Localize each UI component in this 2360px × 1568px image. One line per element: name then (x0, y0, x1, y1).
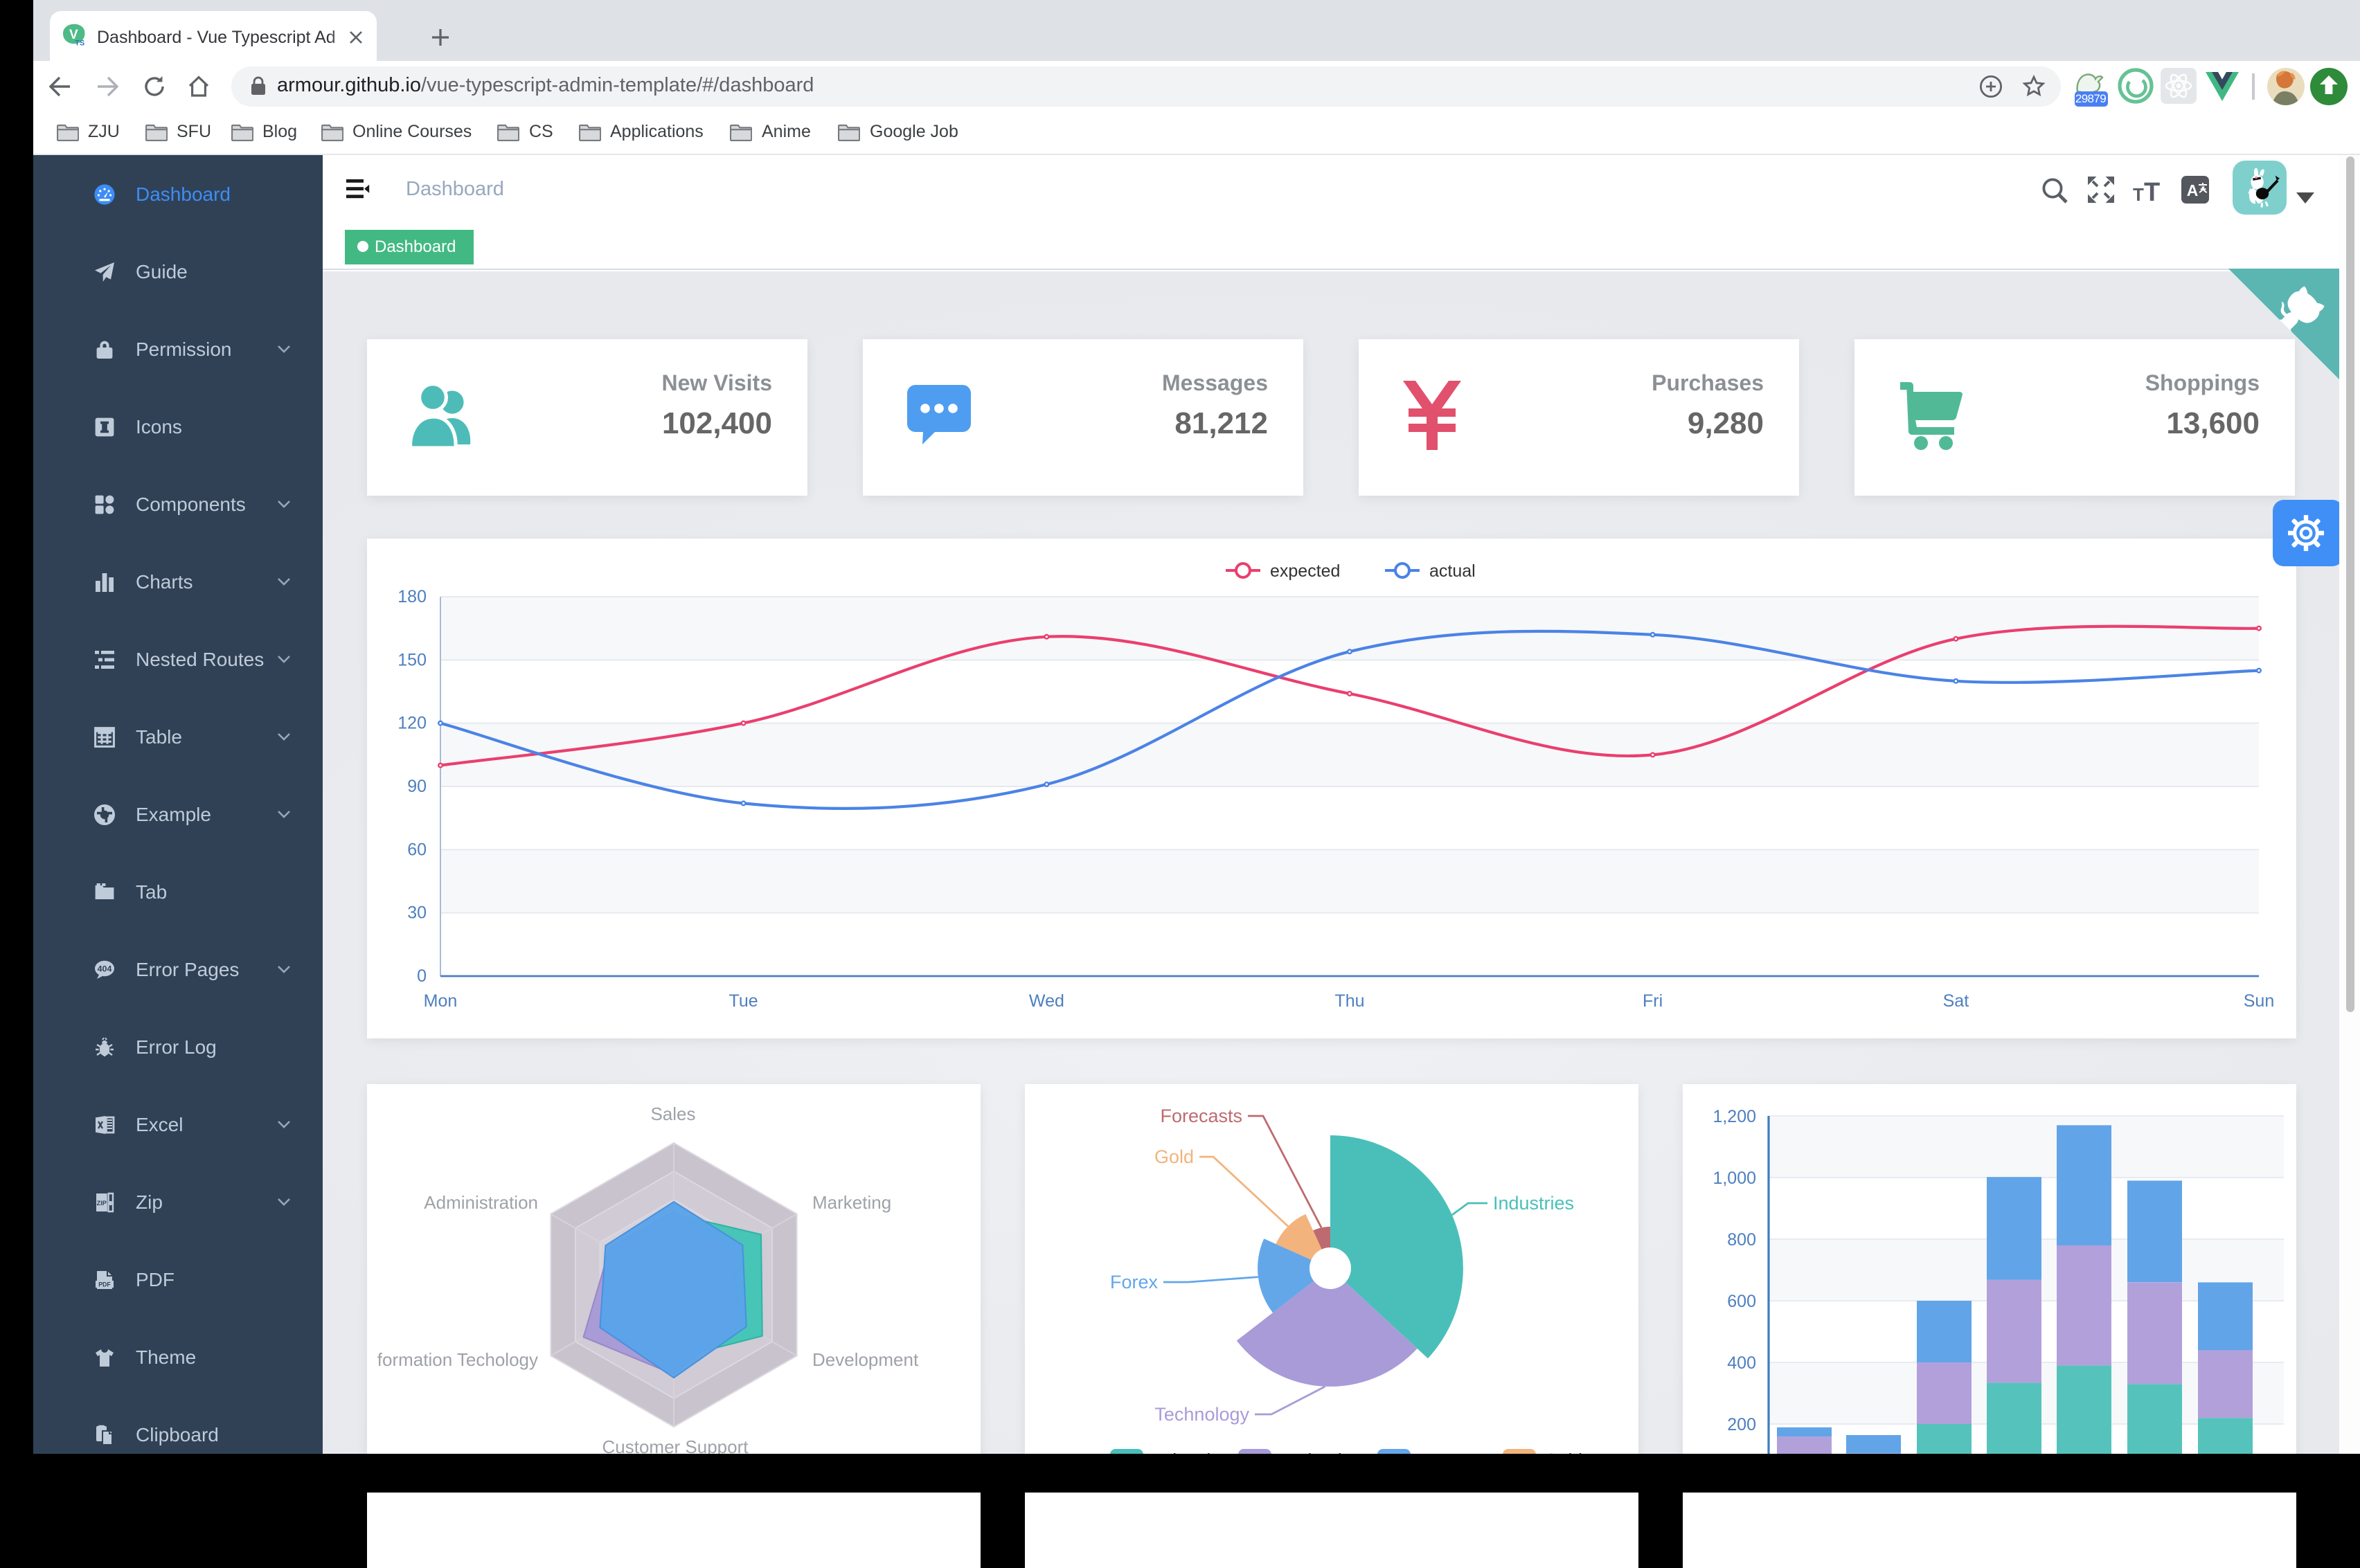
svg-text:Wed: Wed (1029, 991, 1064, 1010)
svg-text:1,000: 1,000 (1713, 1168, 1756, 1187)
svg-text:Forecasts: Forecasts (1160, 1105, 1242, 1126)
svg-text:Industries: Industries (1493, 1192, 1574, 1213)
svg-text:Forex: Forex (1110, 1271, 1159, 1292)
svg-text:Fri: Fri (1643, 991, 1663, 1010)
svg-text:Administration: Administration (424, 1191, 538, 1212)
svg-text:0: 0 (417, 966, 427, 985)
svg-text:400: 400 (1727, 1353, 1756, 1372)
svg-text:A: A (2187, 181, 2199, 199)
svg-text:404: 404 (98, 964, 112, 973)
svg-text:formation Techology: formation Techology (377, 1349, 538, 1369)
svg-text:V: V (69, 28, 78, 42)
svg-text:180: 180 (397, 586, 427, 606)
svg-text:Customer Support: Customer Support (602, 1436, 749, 1457)
svg-text:Technology: Technology (1154, 1403, 1249, 1424)
svg-text:ZIP: ZIP (97, 1199, 107, 1206)
svg-text:Development: Development (812, 1349, 919, 1369)
svg-text:expected: expected (1270, 561, 1340, 580)
svg-text:90: 90 (407, 776, 427, 795)
svg-text:TS: TS (75, 39, 84, 47)
svg-text:30: 30 (407, 903, 427, 922)
svg-text:200: 200 (1727, 1414, 1756, 1434)
svg-text:60: 60 (407, 839, 427, 858)
svg-text:Thu: Thu (1334, 991, 1364, 1010)
svg-text:Sun: Sun (2244, 991, 2274, 1010)
svg-text:Gold: Gold (1154, 1146, 1194, 1166)
svg-text:800: 800 (1727, 1229, 1756, 1249)
svg-text:1,200: 1,200 (1713, 1106, 1756, 1126)
svg-text:T: T (2133, 184, 2144, 204)
svg-text:Mon: Mon (424, 991, 458, 1010)
svg-text:Sat: Sat (1943, 991, 1969, 1010)
svg-text:600: 600 (1727, 1291, 1756, 1310)
svg-text:150: 150 (397, 649, 427, 669)
svg-text:Tue: Tue (729, 991, 758, 1010)
svg-text:120: 120 (397, 713, 427, 732)
svg-text:T: T (2144, 178, 2160, 204)
svg-text:Marketing: Marketing (812, 1191, 891, 1212)
svg-text:Sales: Sales (650, 1103, 695, 1124)
svg-text:actual: actual (1429, 561, 1476, 580)
svg-text:PDF: PDF (98, 1280, 111, 1287)
